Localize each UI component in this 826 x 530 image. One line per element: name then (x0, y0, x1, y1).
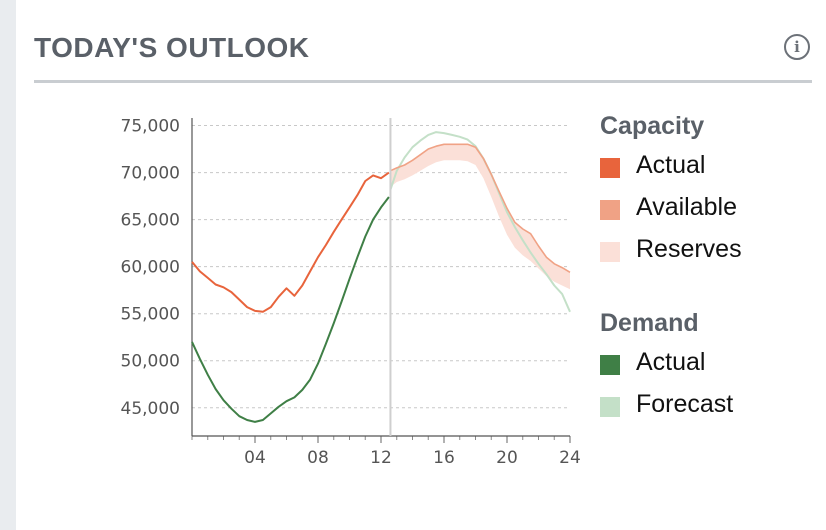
series-reserves-band (390, 144, 570, 290)
legend-label: Reserves (636, 235, 742, 263)
y-tick-label: 75,000 (121, 117, 180, 137)
panel-title: TODAY'S OUTLOOK (34, 32, 310, 63)
y-tick-label: 60,000 (121, 258, 180, 278)
chart-legend: Capacity Actual Available Reserves Deman… (600, 112, 800, 464)
x-tick-label: 12 (370, 448, 392, 468)
plot-area (192, 118, 570, 436)
legend-item-capacity-reserves[interactable]: Reserves (600, 233, 800, 275)
legend-item-capacity-actual[interactable]: Actual (600, 149, 800, 191)
legend-swatch (600, 397, 620, 417)
x-tick-label: 04 (244, 448, 266, 468)
y-tick-label: 55,000 (121, 305, 180, 325)
y-tick-label: 70,000 (121, 164, 180, 184)
panel-header: TODAY'S OUTLOOK i (34, 30, 812, 83)
legend-label: Actual (636, 151, 706, 179)
x-tick-label: 20 (496, 448, 518, 468)
series-capacity-actual-line (191, 171, 390, 313)
series-capacity-available-line (390, 143, 571, 273)
info-icon[interactable]: i (784, 34, 810, 60)
legend-label: Actual (636, 348, 706, 376)
legend-swatch (600, 200, 620, 220)
legend-label: Forecast (636, 390, 734, 418)
legend-swatch (600, 242, 620, 262)
y-tick-label: 65,000 (121, 211, 180, 231)
legend-heading-capacity: Capacity (600, 112, 705, 140)
legend-item-demand-forecast[interactable]: Forecast (600, 388, 800, 430)
y-tick-label: 45,000 (121, 399, 180, 419)
legend-swatch (600, 355, 620, 375)
series-demand-actual-line (191, 196, 390, 423)
x-tick-label: 16 (433, 448, 455, 468)
y-tick-label: 50,000 (121, 352, 180, 372)
x-tick-label: 24 (559, 448, 581, 468)
x-tick-label: 08 (307, 448, 329, 468)
legend-swatch (600, 158, 620, 178)
legend-item-capacity-available[interactable]: Available (600, 191, 800, 233)
legend-group-capacity: Capacity Actual Available Reserves (600, 112, 800, 275)
legend-heading-demand: Demand (600, 309, 699, 337)
legend-label: Available (636, 193, 738, 221)
legend-item-demand-actual[interactable]: Actual (600, 346, 800, 388)
legend-group-demand: Demand Actual Forecast (600, 309, 800, 430)
